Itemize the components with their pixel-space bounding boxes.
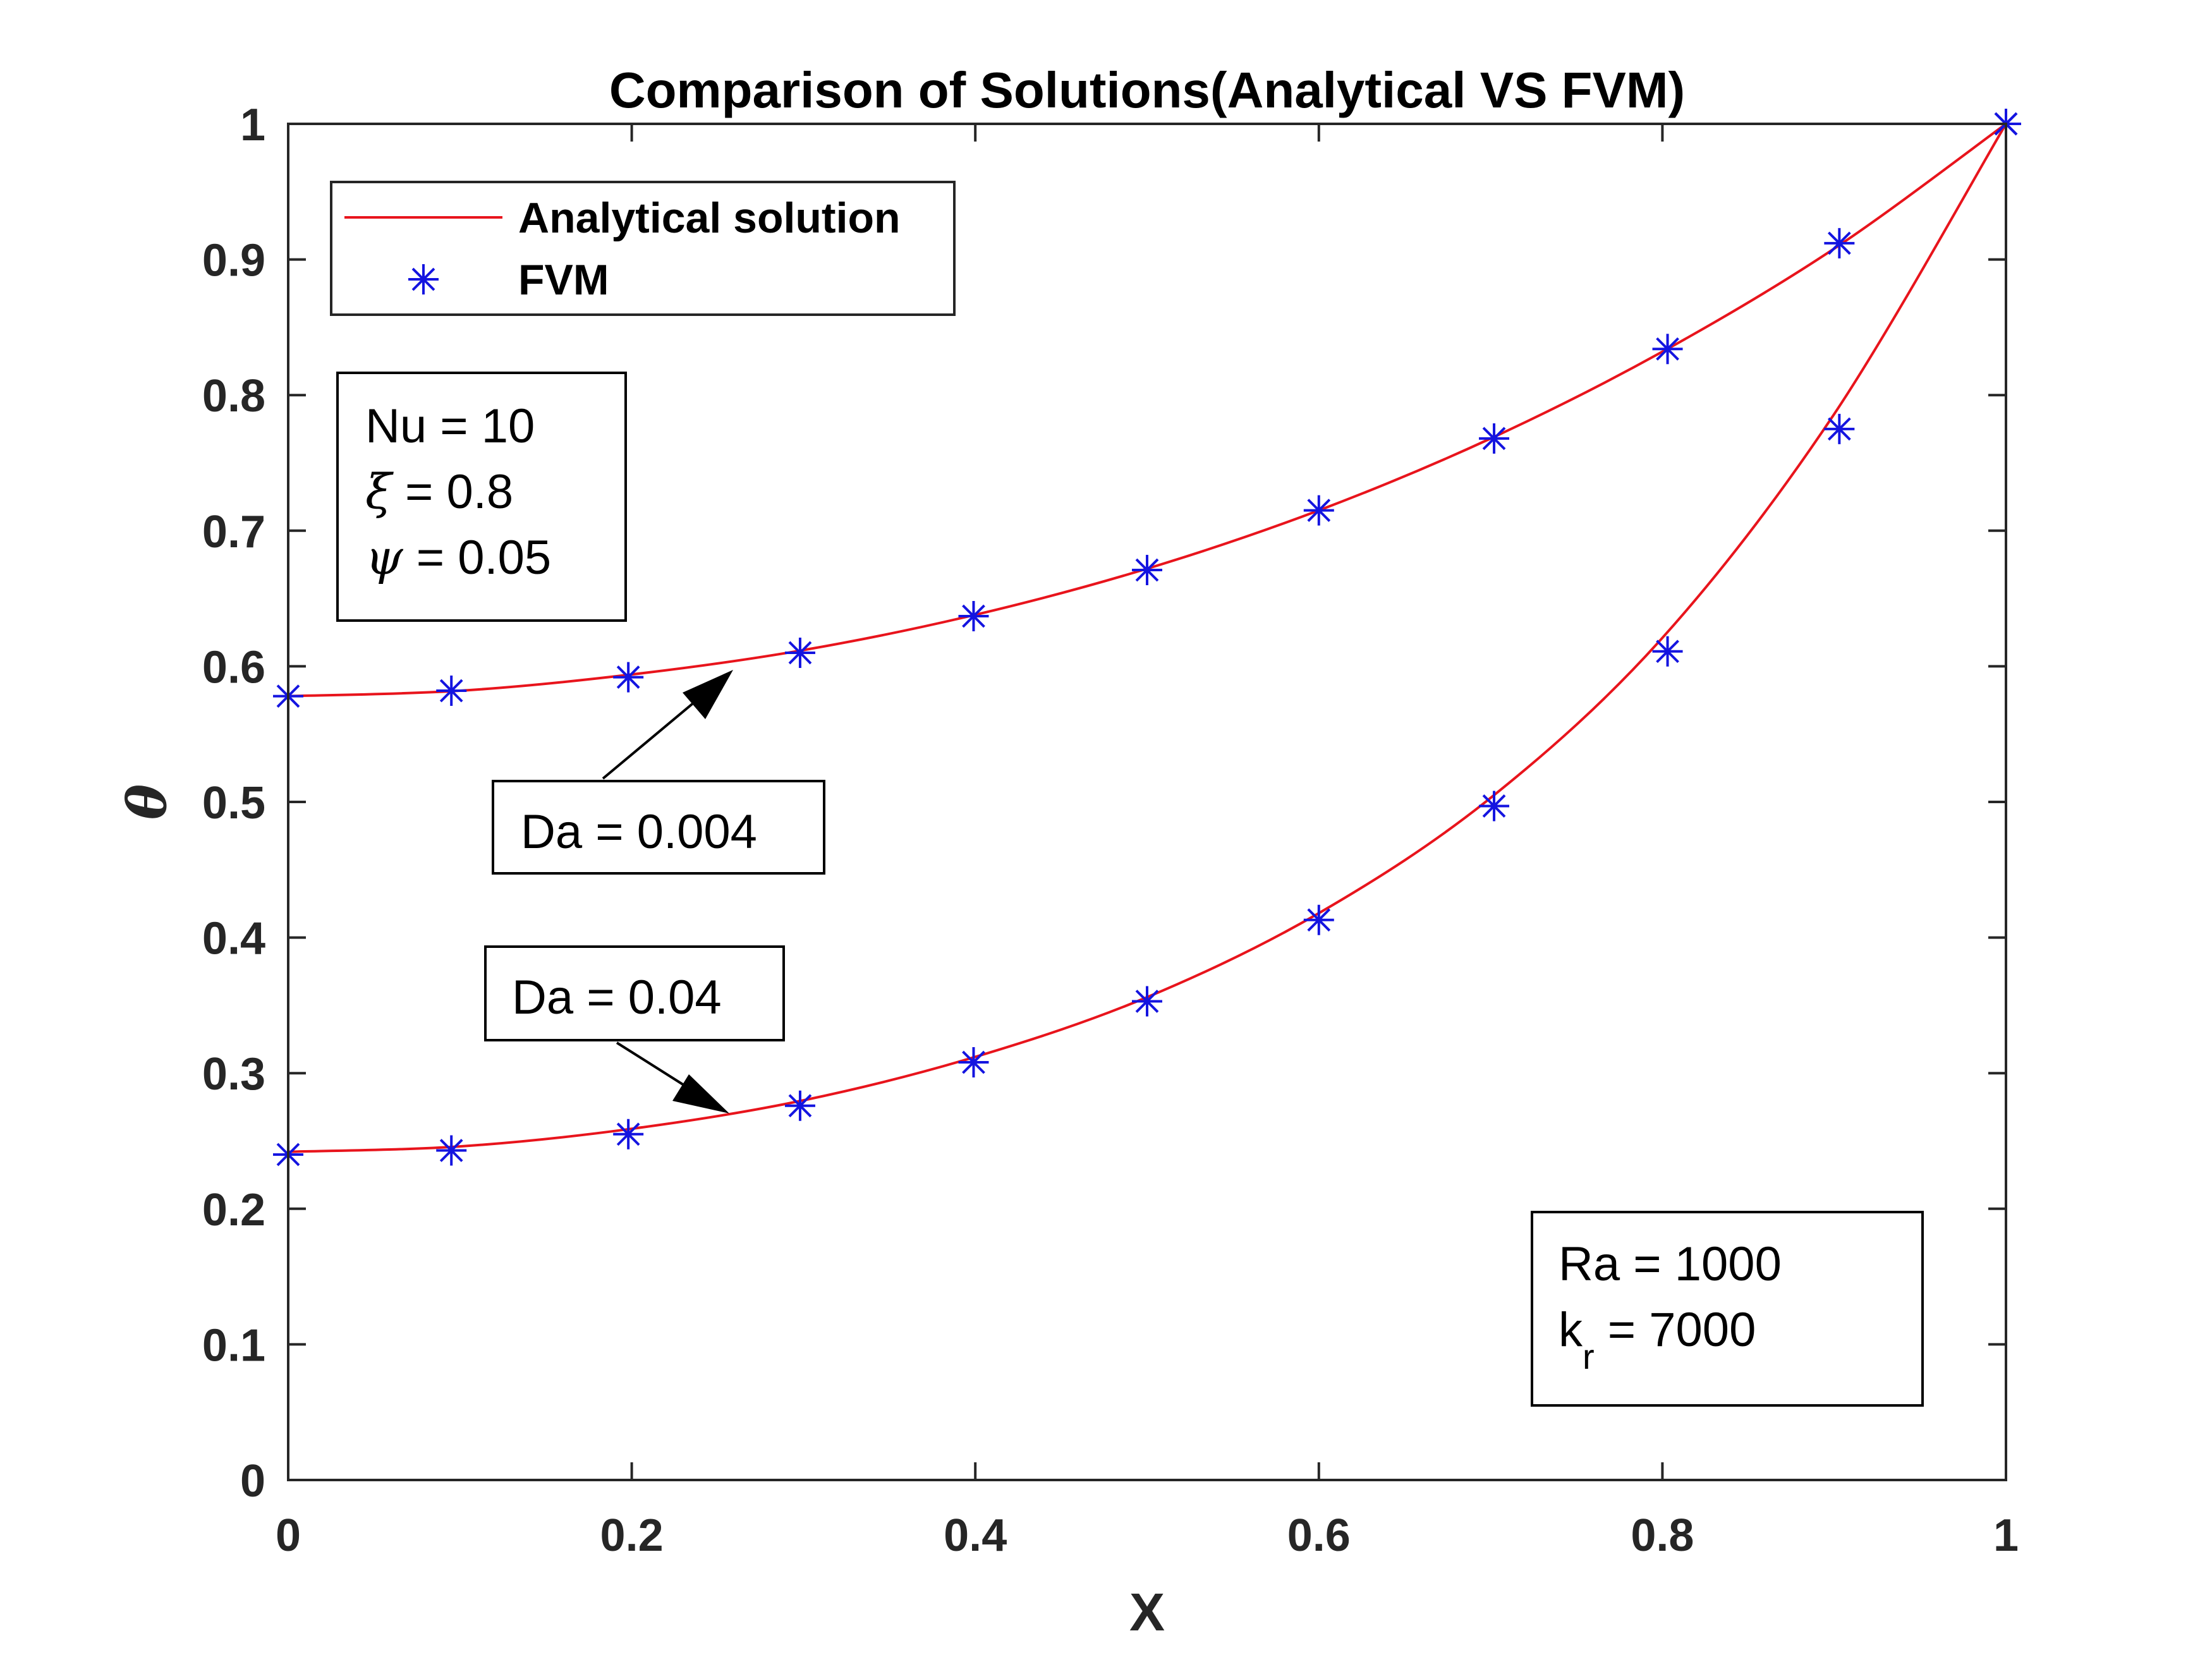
kr-value: = 7000 — [1595, 1303, 1756, 1357]
fvm-marker — [784, 1090, 815, 1121]
fvm-marker — [1824, 227, 1855, 258]
ra-label: Ra = 1000 — [1559, 1237, 1782, 1291]
y-tick-label: 0.7 — [202, 507, 265, 557]
y-tick-label: 0.4 — [202, 914, 265, 964]
x-axis-label: X — [1129, 1582, 1165, 1642]
x-tick-label: 0.2 — [600, 1510, 664, 1561]
fvm-marker — [1652, 636, 1683, 667]
da-low-arrow-head — [672, 1074, 729, 1113]
fvm-marker — [613, 1119, 644, 1149]
fvm-marker — [1132, 986, 1162, 1017]
kr-label: kr = 7000 — [1559, 1303, 1756, 1376]
x-tick-label: 1 — [1993, 1510, 2019, 1561]
kr-base: k — [1559, 1303, 1583, 1357]
x-tick-label: 0 — [276, 1510, 301, 1561]
legend-label-analytical: Analytical solution — [518, 194, 901, 242]
fvm-marker — [1824, 413, 1855, 444]
fvm-marker — [436, 676, 467, 707]
fvm-marker — [958, 600, 989, 631]
fvm-marker — [1303, 495, 1334, 526]
y-tick-label: 0.2 — [202, 1185, 265, 1235]
analytical-line-da-0004 — [288, 124, 2006, 698]
legend-label-fvm: FVM — [518, 256, 609, 304]
legend-box — [330, 181, 956, 316]
fvm-markers — [273, 109, 2021, 1170]
ra-annotation: Ra = 1000 kr = 7000 — [1531, 1211, 1924, 1407]
legend-asterisk-swatch — [408, 264, 439, 294]
y-tick-label: 0.8 — [202, 371, 265, 422]
y-tick-label: 0 — [240, 1456, 265, 1507]
da-high-arrow-head — [683, 670, 733, 719]
fvm-marker — [784, 637, 815, 668]
legend-asterisk-glyph — [408, 264, 439, 294]
da-low-annotation: Da = 0.04 — [484, 945, 785, 1113]
x-tick-labels: 0 0.2 0.4 0.6 0.8 1 — [276, 1510, 2019, 1561]
fvm-marker — [958, 1047, 989, 1078]
params-box — [336, 372, 627, 622]
da-low-label: Da = 0.04 — [512, 971, 722, 1024]
y-tick-label: 0.5 — [202, 778, 265, 828]
da-low-box — [484, 945, 785, 1041]
y-tick-label: 0.6 — [202, 642, 265, 693]
da-high-box — [492, 780, 825, 875]
x-tick-label: 0.8 — [1631, 1510, 1694, 1561]
chart-title: Comparison of Solutions(Analytical VS FV… — [609, 62, 1685, 118]
y-tick-label: 0.9 — [202, 236, 265, 286]
x-tick-label: 0.6 — [1287, 1510, 1351, 1561]
fvm-marker — [613, 662, 644, 693]
y-tick-label: 0.3 — [202, 1049, 265, 1100]
fvm-marker — [436, 1135, 467, 1166]
da-high-annotation: Da = 0.004 — [492, 670, 825, 875]
y-tick-label: 0.1 — [202, 1320, 265, 1371]
analytical-curves — [288, 124, 2006, 1153]
axis-ticks — [287, 123, 2007, 1481]
fvm-marker — [1479, 423, 1510, 454]
analytical-line-da-004 — [288, 124, 2006, 1153]
y-tick-labels: 0 0.1 0.2 0.3 0.4 0.5 0.6 0.7 0.8 0.9 1 — [202, 100, 265, 1507]
fvm-marker — [1303, 904, 1334, 935]
fvm-marker — [1132, 555, 1162, 586]
ra-box — [1531, 1211, 1924, 1407]
params-annotation: Nu = 10 ξ = 0.8 ψ = 0.05 — [336, 372, 627, 622]
param-xi: ξ = 0.8 — [365, 463, 513, 519]
fvm-marker — [1479, 791, 1510, 822]
param-nu: Nu = 10 — [365, 399, 535, 453]
x-tick-label: 0.4 — [944, 1510, 1007, 1561]
y-axis-label: θ — [116, 784, 178, 820]
kr-subscript: r — [1583, 1337, 1595, 1376]
da-high-label: Da = 0.004 — [521, 805, 757, 859]
fvm-marker — [1652, 334, 1683, 365]
param-psi: ψ = 0.05 — [365, 529, 551, 585]
legend: Analytical solution FVM — [330, 181, 956, 316]
y-tick-label: 1 — [240, 100, 265, 150]
